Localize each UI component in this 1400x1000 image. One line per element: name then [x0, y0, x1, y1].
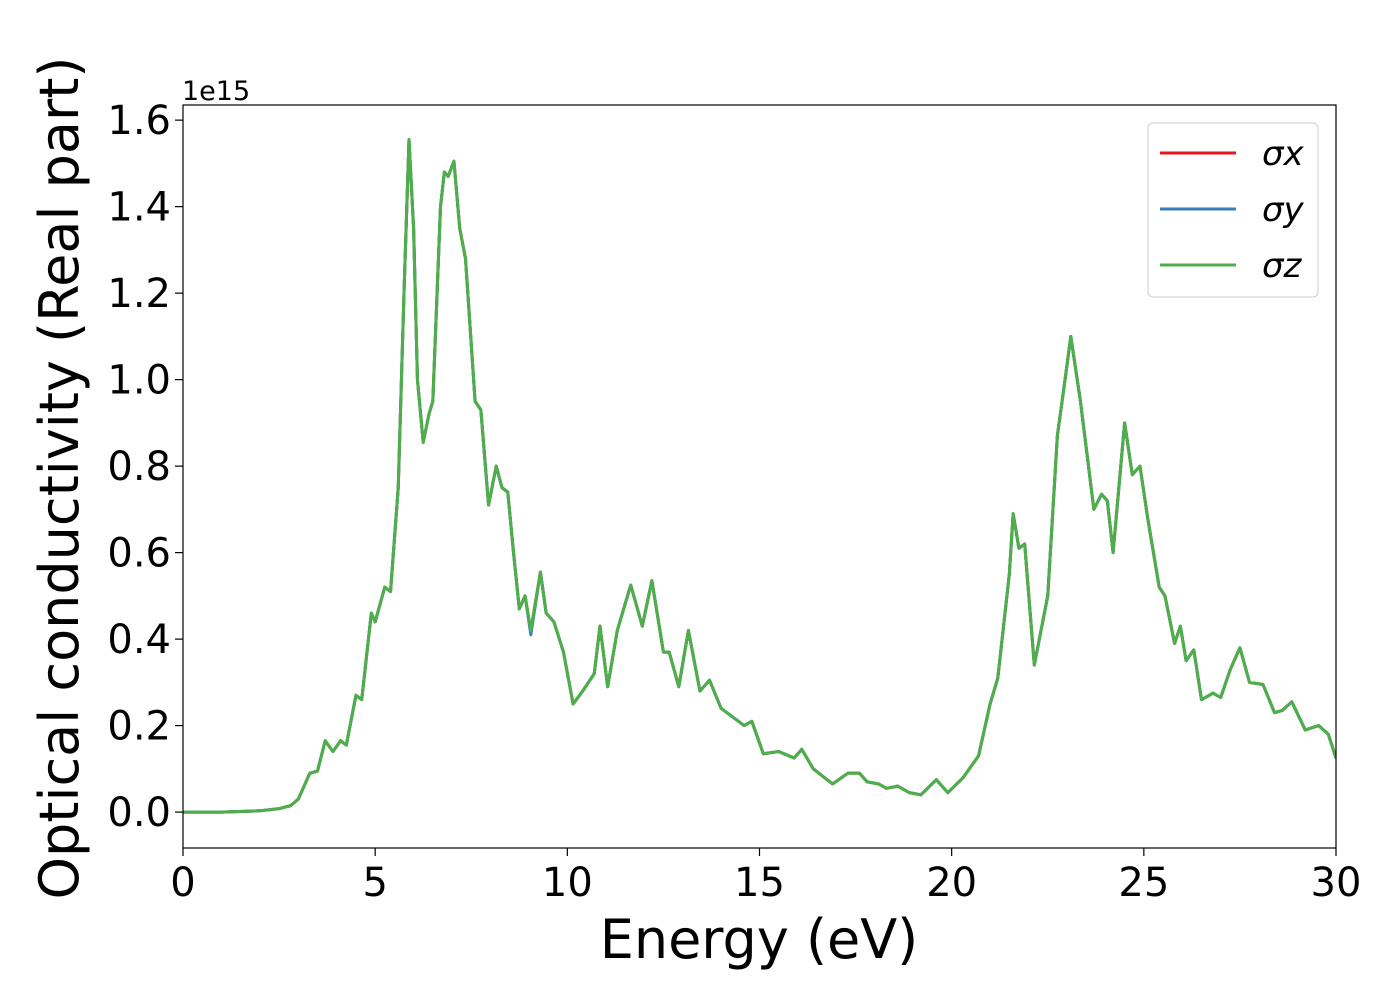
y-tick-label: 0.6: [107, 531, 171, 577]
y-tick-label: 0.4: [107, 617, 171, 663]
x-axis-label: Energy (eV): [600, 908, 919, 971]
y-axis-label: Optical conductivity (Real part): [28, 57, 91, 900]
x-tick-label: 10: [542, 860, 593, 906]
x-tick-label: 15: [734, 860, 785, 906]
x-tick-label: 30: [1311, 860, 1362, 906]
y-tick-label: 0.2: [107, 704, 171, 750]
y-tick-label: 0.8: [107, 444, 171, 490]
legend-label: σz: [1262, 246, 1303, 286]
y-offset-label: 1e15: [182, 76, 250, 107]
x-tick-label: 25: [1118, 860, 1169, 906]
y-tick-label: 0.0: [107, 790, 171, 836]
y-tick-label: 1.4: [107, 185, 171, 231]
x-tick-label: 0: [170, 860, 195, 906]
x-tick-label: 5: [362, 860, 387, 906]
y-tick-label: 1.6: [107, 98, 171, 144]
y-tick-label: 1.2: [107, 271, 171, 317]
x-tick-label: 20: [926, 860, 977, 906]
y-tick-label: 1.0: [107, 358, 171, 404]
legend-label: σy: [1262, 190, 1305, 230]
legend-label: σx: [1262, 134, 1305, 174]
plot-frame: [182, 104, 1337, 849]
series-line: [183, 138, 1336, 814]
